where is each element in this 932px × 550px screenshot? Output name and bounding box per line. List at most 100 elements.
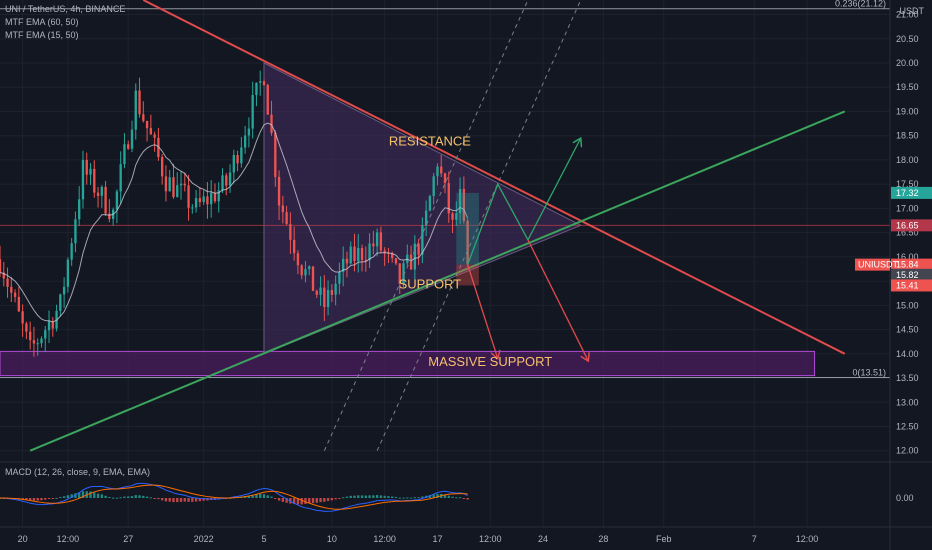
macd-histogram-bar <box>36 498 39 501</box>
level-label: 0(13.51) <box>852 368 886 378</box>
candle-body <box>100 186 103 196</box>
macd-histogram-bar <box>202 498 205 501</box>
candle-body <box>277 176 281 206</box>
macd-legend[interactable]: MACD (12, 26, close, 9, EMA, EMA) <box>5 467 151 477</box>
triangle-pattern <box>263 62 582 355</box>
macd-histogram-bar <box>111 497 115 499</box>
candle-body <box>353 246 356 262</box>
candle-body <box>334 283 337 295</box>
macd-histogram-bar <box>379 495 383 498</box>
candle-body <box>383 250 386 253</box>
macd-histogram-bar <box>345 496 349 498</box>
candle-body <box>262 81 266 86</box>
macd-histogram-bar <box>372 495 375 498</box>
candle-body <box>59 294 62 311</box>
candle-body <box>127 144 130 149</box>
candle-body <box>296 253 300 266</box>
price-tick: 18.00 <box>896 155 919 165</box>
macd-histogram-bar <box>164 498 168 502</box>
price-tag-label: 15.82 <box>896 270 919 280</box>
candle-body <box>123 144 126 165</box>
candle-body <box>247 128 251 136</box>
candle-body <box>187 185 190 208</box>
candle-body <box>326 290 330 308</box>
time-tick: 12:00 <box>57 534 80 544</box>
candle-body <box>40 338 43 344</box>
macd-histogram-bar <box>277 498 281 501</box>
candle-body <box>10 286 13 293</box>
annotation-label: MASSIVE SUPPORT <box>428 354 552 369</box>
time-tick: 5 <box>261 534 266 544</box>
macd-histogram-bar <box>304 498 307 505</box>
macd-histogram-bar <box>194 498 198 502</box>
macd-histogram-bar <box>375 495 379 498</box>
price-tick: 12.00 <box>896 446 919 456</box>
macd-histogram-bar <box>443 494 447 498</box>
candle-body <box>281 205 285 213</box>
price-tick: 14.50 <box>896 325 919 335</box>
candle-body <box>21 311 24 324</box>
candle-body <box>164 176 168 192</box>
macd-histogram-bar <box>368 495 371 498</box>
macd-histogram-bar <box>394 496 398 498</box>
time-tick: 12:00 <box>373 534 396 544</box>
macd-histogram-bar <box>176 498 179 503</box>
candle-body <box>32 340 36 344</box>
candle-body <box>168 177 171 192</box>
price-tag-label: 17.32 <box>896 188 919 198</box>
macd-histogram-bar <box>338 498 341 499</box>
candle-body <box>451 213 454 220</box>
price-tick: 20.00 <box>896 58 919 68</box>
price-tag <box>891 258 932 271</box>
macd-histogram-bar <box>432 494 435 498</box>
candle-body <box>458 188 462 214</box>
candle-body <box>289 224 292 240</box>
macd-histogram-bar <box>70 494 73 498</box>
macd-histogram-bar <box>270 496 273 498</box>
price-tag <box>891 219 932 232</box>
time-tick: 20 <box>18 534 28 544</box>
macd-histogram-bar <box>134 495 137 498</box>
candle-body <box>274 132 277 177</box>
candles-layer <box>0 70 469 357</box>
candle-body <box>36 343 39 345</box>
candle-body <box>391 253 394 259</box>
candle-body <box>251 95 254 129</box>
candle-body <box>259 81 262 83</box>
macd-histogram-bar <box>55 497 58 499</box>
candle-body <box>96 192 100 196</box>
indicator-legend-1[interactable]: MTF EMA (60, 50) <box>5 17 79 27</box>
macd-histogram-bar <box>326 498 330 501</box>
candle-body <box>29 331 32 341</box>
macd-histogram-bar <box>51 498 54 499</box>
candle-body <box>176 185 179 197</box>
candle-body <box>104 186 107 214</box>
indicator-legend-2[interactable]: MTF EMA (15, 50) <box>5 30 79 40</box>
candle-body <box>345 258 349 264</box>
time-tick: 10 <box>327 534 337 544</box>
macd-histogram-bar <box>104 495 107 498</box>
candle-body <box>210 192 213 205</box>
macd-histogram-bar <box>259 493 262 498</box>
candle-body <box>311 266 315 291</box>
price-tick: 13.50 <box>896 373 919 383</box>
macd-histogram-bar <box>417 497 420 499</box>
macd-histogram-bar <box>183 498 186 502</box>
macd-histogram-bar <box>458 497 462 499</box>
candle-body <box>153 134 156 138</box>
candle-body <box>145 120 149 129</box>
macd-histogram-bar <box>179 498 183 502</box>
annotation-label: SUPPORT <box>399 276 462 291</box>
macd-histogram-bar <box>413 497 416 499</box>
candle-body <box>402 263 405 284</box>
candle-body <box>432 176 435 197</box>
candle-body <box>179 183 183 186</box>
price-tick: 13.00 <box>896 397 919 407</box>
symbol-legend[interactable]: UNI / TetherUS, 4h, BINANCE <box>5 4 126 14</box>
macd-histogram-bar <box>436 493 439 498</box>
candle-body <box>130 129 134 149</box>
macd-histogram-bar <box>262 494 266 498</box>
candle-body <box>394 258 398 264</box>
symbol-tag <box>855 258 890 271</box>
